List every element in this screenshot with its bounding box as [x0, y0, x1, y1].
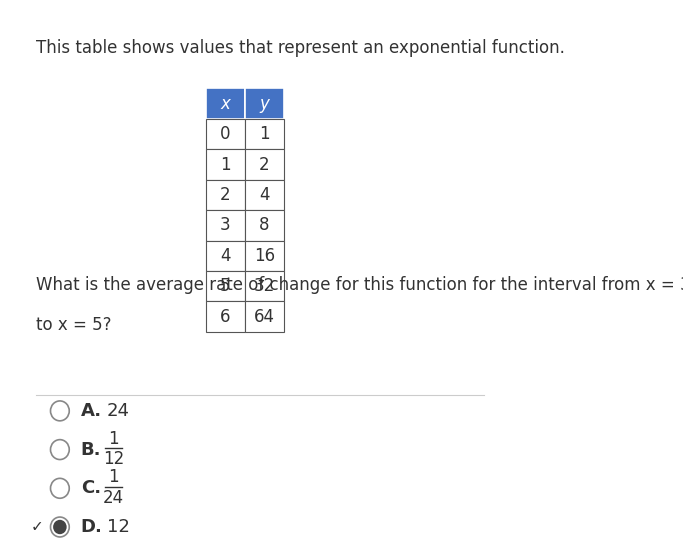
Text: 4: 4	[220, 247, 230, 265]
Bar	[206, 271, 245, 301]
Text: to x = 5?: to x = 5?	[36, 316, 112, 335]
Text: 3: 3	[220, 216, 230, 234]
Bar	[245, 88, 283, 119]
Circle shape	[53, 520, 67, 534]
Bar	[245, 180, 283, 210]
Bar	[245, 241, 283, 271]
Text: 6: 6	[220, 307, 230, 326]
Text: 8: 8	[259, 216, 270, 234]
Text: What is the average rate of change for this function for the interval from x = 3: What is the average rate of change for t…	[36, 276, 683, 295]
Text: 24: 24	[103, 489, 124, 507]
Text: 1: 1	[220, 155, 230, 174]
Bar	[245, 119, 283, 149]
Text: 16: 16	[253, 247, 275, 265]
Text: y: y	[260, 95, 269, 113]
Bar	[206, 241, 245, 271]
Text: This table shows values that represent an exponential function.: This table shows values that represent a…	[36, 39, 566, 57]
Text: B.: B.	[81, 441, 101, 458]
Circle shape	[51, 440, 69, 460]
Bar	[245, 271, 283, 301]
Circle shape	[51, 401, 69, 421]
Text: 2: 2	[220, 186, 230, 204]
Bar	[206, 210, 245, 241]
Bar	[206, 301, 245, 332]
Text: 24: 24	[107, 402, 130, 420]
Text: 0: 0	[220, 125, 230, 143]
Text: A.: A.	[81, 402, 102, 420]
Text: 64: 64	[253, 307, 275, 326]
Bar	[245, 301, 283, 332]
Text: x: x	[220, 95, 230, 113]
Text: 5: 5	[220, 277, 230, 295]
Bar	[206, 180, 245, 210]
Text: 4: 4	[259, 186, 270, 204]
Text: 12: 12	[107, 518, 130, 536]
Bar	[245, 210, 283, 241]
Circle shape	[51, 478, 69, 498]
Text: 1: 1	[259, 125, 270, 143]
Text: 1: 1	[108, 468, 119, 486]
Circle shape	[51, 517, 69, 537]
Text: C.: C.	[81, 479, 101, 497]
Text: 12: 12	[103, 450, 124, 468]
Text: D.: D.	[81, 518, 102, 536]
Bar	[206, 149, 245, 180]
Text: 32: 32	[253, 277, 275, 295]
Bar	[206, 88, 245, 119]
Text: ✓: ✓	[31, 519, 44, 535]
Bar	[206, 119, 245, 149]
Text: 2: 2	[259, 155, 270, 174]
Text: 1: 1	[108, 430, 119, 447]
Bar	[245, 149, 283, 180]
